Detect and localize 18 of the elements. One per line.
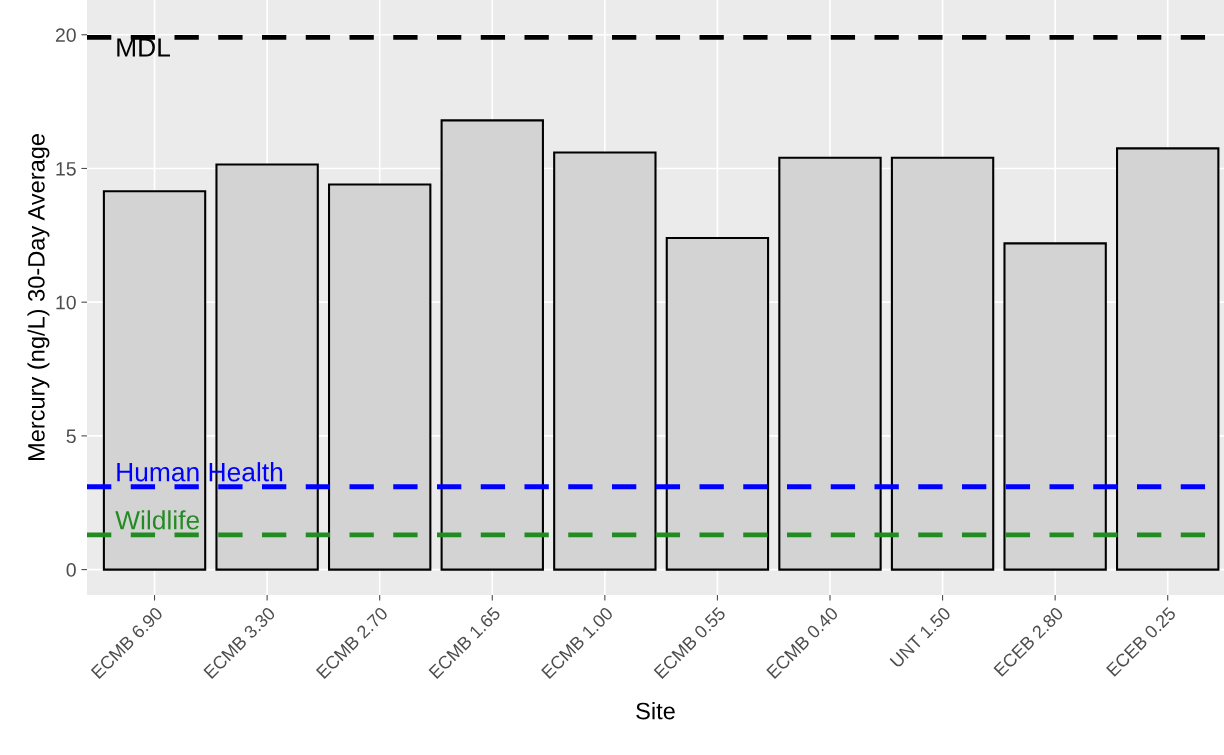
ref-line-label: MDL [117, 38, 170, 57]
bar [553, 151, 657, 571]
bar [440, 119, 544, 571]
y-tick-label: 15 [56, 162, 76, 176]
bar [778, 156, 882, 571]
x-axis-title: Site [636, 702, 675, 720]
y-tick-label: 5 [66, 429, 76, 444]
bar [890, 156, 995, 571]
y-tick-label: 0 [66, 563, 76, 577]
y-axis-title: Mercury (ng/L) 30-Day Average [27, 134, 50, 461]
ref-line-label: Wildlife [115, 510, 200, 530]
bar [1116, 147, 1220, 571]
bar [102, 190, 207, 571]
y-tick-label: 20 [55, 28, 76, 42]
bar [665, 236, 770, 571]
y-tick-label: 10 [56, 295, 76, 310]
bar [1003, 242, 1107, 571]
bar [327, 183, 432, 571]
